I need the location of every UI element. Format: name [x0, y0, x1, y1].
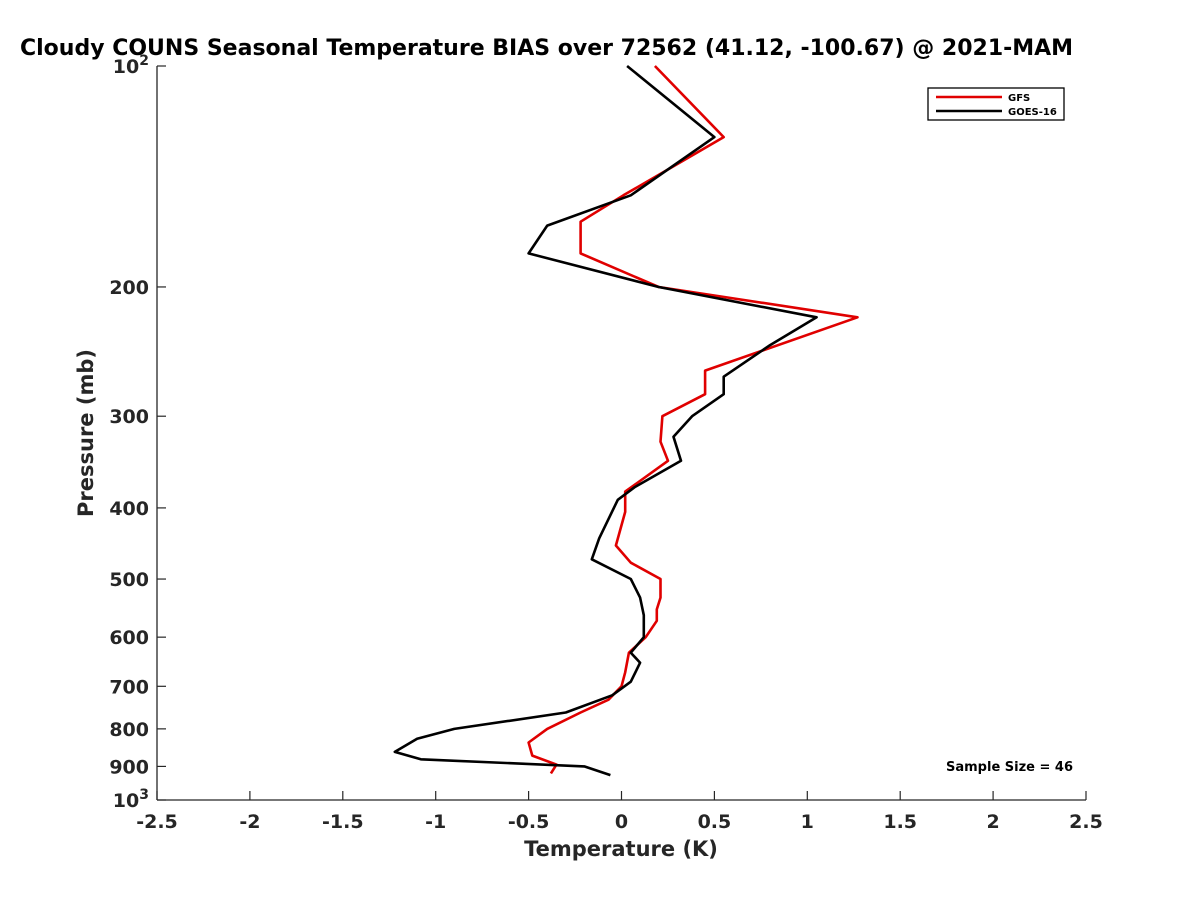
series-line-goes-16 [393, 64, 818, 777]
y-tick-label: 102 [113, 53, 149, 78]
x-tick-label: 1 [801, 811, 814, 833]
series-line-gfs [527, 65, 859, 775]
x-tick-label: -2.5 [136, 811, 178, 833]
series-lines [393, 64, 859, 777]
x-axis-label: Temperature (K) [524, 837, 718, 861]
x-tick-label: -1 [425, 811, 446, 833]
sample-size-annotation: Sample Size = 46 [946, 760, 1073, 775]
y-tick-label: 400 [109, 498, 149, 520]
y-tick-label: 500 [109, 569, 149, 591]
y-tick-label: 103 [113, 787, 149, 812]
y-tick-label: 300 [109, 406, 149, 428]
legend: GFS GOES-16 [927, 87, 1065, 121]
x-tick-label: -0.5 [508, 811, 550, 833]
y-tick-label: 600 [109, 627, 149, 649]
x-tick-label: 2.5 [1069, 811, 1103, 833]
legend-label: GFS [1008, 93, 1030, 104]
legend-box [927, 87, 1065, 121]
y-tick-label: 900 [109, 756, 149, 778]
y-tick-label: 700 [109, 676, 149, 698]
x-tick-label: 0.5 [698, 811, 732, 833]
y-tick-label: 800 [109, 719, 149, 741]
x-tick-label: 1.5 [883, 811, 917, 833]
x-tick-label: 2 [986, 811, 999, 833]
y-tick-label: 200 [109, 277, 149, 299]
chart-title: Cloudy COUNS Seasonal Temperature BIAS o… [20, 36, 1073, 61]
x-tick-label: 0 [615, 811, 628, 833]
legend-label: GOES-16 [1008, 107, 1057, 118]
x-axis: -2.5 -2 -1.5 -1 -0.5 0 0.5 1 1.5 2 2.5 [136, 791, 1103, 833]
y-axis-label: Pressure (mb) [74, 349, 98, 517]
y-axis: 102 200 300 400 500 600 700 800 900 103 [109, 53, 166, 812]
x-tick-label: -1.5 [322, 811, 364, 833]
x-tick-label: -2 [239, 811, 260, 833]
